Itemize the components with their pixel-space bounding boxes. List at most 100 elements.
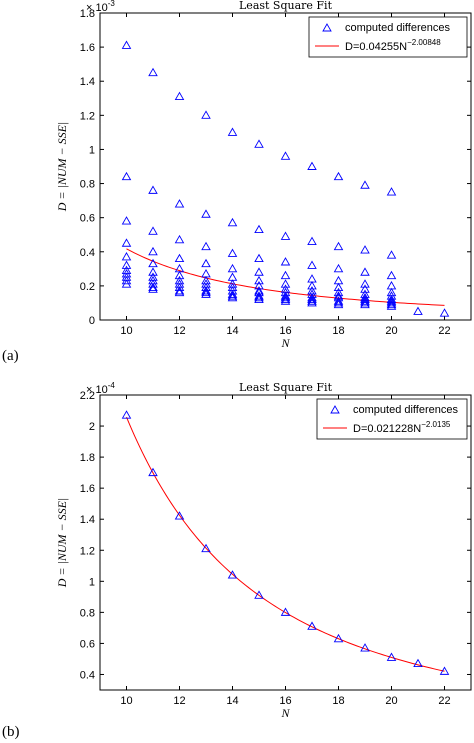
fit-line [126,416,445,672]
data-point [174,253,185,263]
chart-title: Least Square Fit [239,0,333,12]
data-point [121,216,132,225]
data-point [439,308,450,317]
data-point [386,652,397,661]
x-tick-label: 12 [173,325,185,337]
x-tick-label: 20 [385,695,397,707]
y-tick-label: 0.4 [80,669,95,681]
y-axis-label: D = |NUM − SSE| [55,122,69,212]
x-tick-label: 12 [173,695,185,707]
data-point [307,236,317,245]
data-point [121,279,132,288]
data-point [307,621,317,630]
data-point [148,282,158,292]
data-point [121,171,132,181]
data-point [333,287,344,297]
y-tick-label: 2 [89,421,95,433]
data-point [148,267,158,276]
y-tick-label: 1.8 [80,452,95,464]
data-point [360,643,370,652]
data-point [121,410,132,419]
y-axis-label: D = |NUM − SSE| [55,498,69,588]
data-point [333,241,344,251]
data-point [174,287,185,297]
data-point [174,282,185,292]
y-tick-label: 0.6 [80,213,95,225]
y-tick-label: 1.4 [80,514,95,526]
data-point [360,245,370,254]
data-point [254,292,264,302]
data-point [254,267,264,276]
data-point [360,279,370,288]
y-tick-label: 1.8 [80,8,95,20]
data-point [148,226,158,235]
legend-label-fit: D=0.04255N−2.00848 [345,38,441,53]
x-tick-label: 22 [438,695,450,707]
legend-box [308,16,468,58]
y-axis-exponent: × 10-3 [86,0,115,14]
legend-label-data: computed differences [353,404,458,416]
data-point [307,280,317,290]
y-tick-label: 1.4 [80,76,95,88]
x-tick-label: 16 [279,325,291,337]
y-tick-label: 0.2 [80,281,95,293]
data-point [360,284,370,293]
data-point [307,292,317,302]
data-point [333,633,344,643]
data-point [280,151,291,160]
data-point [148,246,158,256]
data-point [148,467,158,477]
y-tick-label: 1.6 [80,483,95,495]
y-tick-label: 1.2 [80,110,95,122]
data-point [121,238,132,247]
data-point [227,291,238,300]
x-tick-label: 18 [332,325,344,337]
data-point [201,241,211,251]
data-point [307,260,317,269]
data-point [307,294,317,303]
data-point [148,67,158,77]
y-tick-label: 0.8 [80,179,95,191]
data-point [174,511,185,520]
data-point [148,258,158,268]
data-point [333,263,344,273]
data-point [121,260,132,269]
data-point [227,127,238,136]
chart-title: Least Square Fit [239,381,333,394]
y-axis-exponent: × 10-4 [86,381,115,396]
legend-label-fit: D=0.021228N−2.0135 [353,420,451,435]
data-point [333,296,344,305]
data-point [360,180,370,189]
data-point [121,40,132,49]
data-point [148,284,158,293]
data-point [201,209,211,218]
data-point [254,291,264,300]
y-tick-label: 1 [89,576,95,588]
chart-panel-a: 10 12 14 16 18 20 22 0 0.2 0.4 0.6 0.8 1 1.2 1.4 1.6 1.8… [2,0,472,364]
data-point [307,298,317,307]
data-point [386,296,397,305]
y-tick-label: 0.8 [80,607,95,619]
data-point [333,299,344,309]
data-point [280,292,291,302]
data-point [148,185,158,194]
data-point [280,294,291,303]
data-point [148,279,158,288]
data-point [280,296,291,305]
y-tick-label: 0 [89,315,95,327]
x-axis-label: N [280,336,290,350]
data-point [386,250,397,259]
x-tick-label: 10 [120,325,132,337]
chart-panel-b: 10 12 14 16 18 20 22 0.4 0.6 0.8 1 1.2 1.4 1.6 1.8 2 2.2… [2,381,472,740]
data-point [254,294,264,303]
y-tick-label: 1 [89,144,95,156]
x-tick-label: 10 [120,695,132,707]
data-point [201,110,211,119]
data-point [254,253,264,263]
data-point [413,658,423,668]
data-point [386,270,397,280]
legend-box [316,398,468,440]
data-point [227,570,238,579]
data-point [254,139,264,148]
data-point [227,217,238,227]
